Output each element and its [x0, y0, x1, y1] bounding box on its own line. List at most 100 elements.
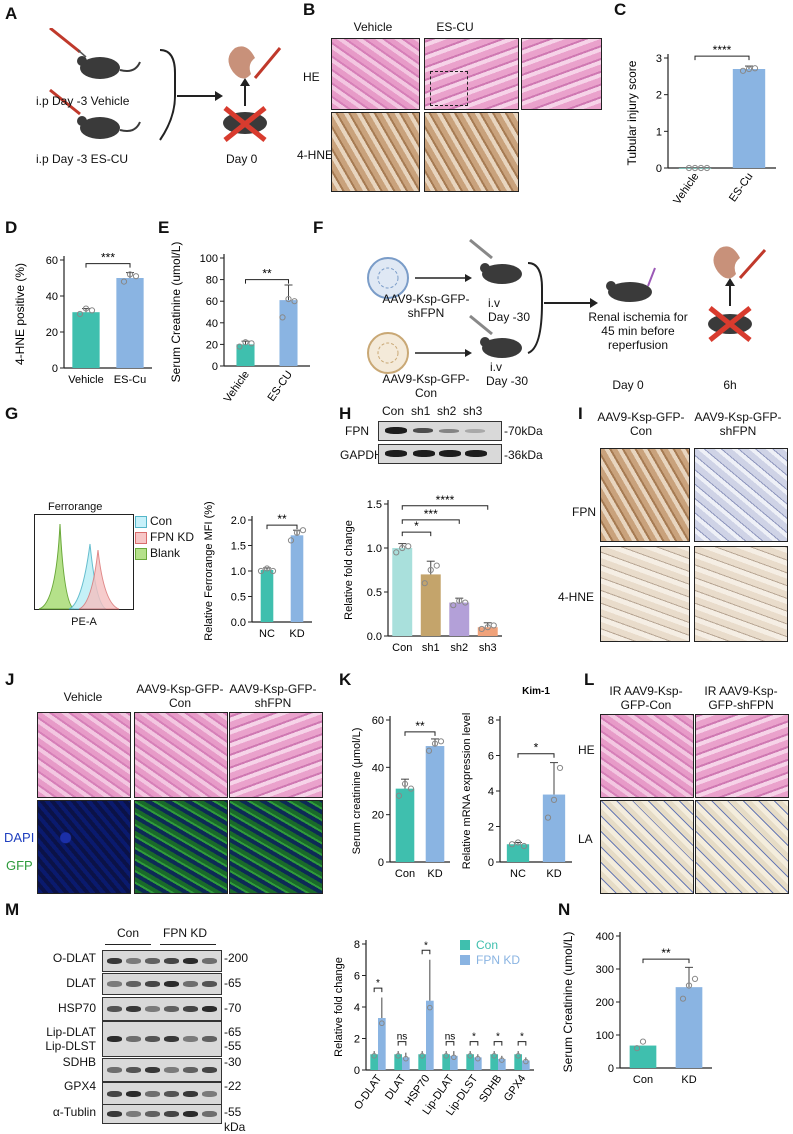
- data-point: [508, 841, 516, 848]
- y-tick-label: 8: [354, 939, 360, 951]
- significance-bracket: [517, 753, 555, 758]
- panel-h-row-fpn: FPN: [345, 424, 369, 438]
- blot-strip: [102, 973, 222, 995]
- y-tick-label: 3: [656, 53, 662, 65]
- panel-b-col-escu: ES-CU: [436, 20, 474, 34]
- bar: [116, 278, 144, 368]
- legend-label: FPN KD: [476, 953, 520, 967]
- panel-label-h: H: [339, 404, 352, 423]
- syringe-icon: [49, 88, 81, 116]
- data-point: [88, 307, 96, 314]
- bar: [279, 300, 298, 366]
- panel-b-col-vehicle: Vehicle: [353, 20, 393, 34]
- panel-h-lane-con: Con: [382, 404, 405, 418]
- y-tick-label: 0: [52, 363, 58, 375]
- data-point: [395, 1053, 401, 1059]
- data-point: [467, 1053, 473, 1059]
- panel-n-chart: 0 100 200 300 400 Serum Creatinine (umol/L) Co…: [561, 931, 712, 1086]
- data-point: [745, 65, 753, 73]
- data-point: [126, 271, 134, 278]
- l-la-con: [600, 800, 694, 894]
- data-point: [427, 566, 434, 574]
- bar-con: [370, 1054, 378, 1070]
- bar: [236, 344, 255, 366]
- j-he-vehicle: [37, 712, 131, 798]
- blot-label: Lip-DLST: [45, 1039, 96, 1053]
- bar-con: [514, 1054, 522, 1070]
- x-tick-label: KD: [427, 868, 442, 880]
- panel-label-b: B: [303, 0, 316, 19]
- significance-label: **: [661, 946, 671, 960]
- blot-strip: [102, 997, 222, 1021]
- y-tick-label: 1: [656, 126, 662, 138]
- panel-l-col-con: IR AAV9-Ksp-GFP-Con: [609, 684, 683, 712]
- data-point: [691, 164, 699, 172]
- panel-label-e: E: [158, 218, 170, 237]
- panel-f-6h: 6h: [723, 378, 737, 392]
- y-axis-label: Relative fold change: [333, 957, 345, 1057]
- significance-label: *: [424, 940, 428, 951]
- panel-j-gfp: GFP: [6, 858, 33, 873]
- panel-label-a: A: [5, 4, 18, 23]
- y-tick-label: 0: [656, 163, 662, 175]
- kidney-icon: [713, 246, 740, 279]
- panel-h-size-fpn: -70kDa: [504, 424, 543, 438]
- y-tick-label: 0: [488, 857, 494, 869]
- syringe-icon: [253, 47, 282, 79]
- he-image-escu: [424, 38, 519, 110]
- y-tick-label: 1.5: [367, 499, 382, 511]
- data-point: [263, 565, 271, 572]
- panel-c-chart: 0 1 2 3 Tubular injury score Vehicle ES-Cu ****: [625, 43, 776, 207]
- x-tick-label: KD: [546, 868, 561, 880]
- significance-label: *: [534, 741, 539, 755]
- panel-label-g: G: [5, 404, 19, 423]
- y-tick-label: 80: [206, 275, 218, 287]
- bar: [449, 602, 470, 636]
- data-point: [279, 314, 286, 321]
- bar: [629, 1045, 657, 1068]
- bar-fpnkd: [450, 1055, 458, 1070]
- data-point: [427, 1004, 433, 1011]
- significance-bracket: [421, 949, 431, 955]
- panel-g-legend-blank: Blank: [150, 546, 181, 560]
- data-point: [679, 995, 687, 1002]
- panel-f-vector-shfpn: AAV9-Ksp-GFP-shFPN: [382, 292, 470, 320]
- y-tick-label: 0: [354, 1065, 360, 1077]
- panel-h-size-gapdh: -36kDa: [504, 448, 543, 462]
- histogram-blank: [38, 523, 75, 610]
- data-point: [407, 785, 415, 792]
- y-tick-label: 2: [354, 1034, 360, 1046]
- data-point: [499, 1057, 505, 1063]
- y-tick-label: 2.0: [231, 515, 246, 527]
- data-point: [76, 310, 84, 318]
- significance-bracket: [373, 987, 383, 993]
- bar: [678, 168, 712, 169]
- y-tick-label: 0.0: [231, 617, 246, 629]
- data-point: [520, 842, 528, 850]
- panel-label-f: F: [313, 218, 324, 237]
- panel-m-group-con: Con: [116, 926, 140, 940]
- panel-h-lane-sh2: sh2: [437, 404, 457, 418]
- panel-b-row-he: HE: [303, 70, 320, 84]
- y-axis-label: 4-HNE positive (%): [13, 263, 27, 365]
- panel-label-k: K: [339, 670, 352, 689]
- y-tick-label: 0: [212, 361, 218, 373]
- panel-f-day0: Day 0: [612, 378, 644, 392]
- panel-f-day2: Day -30: [486, 374, 529, 388]
- legend-swatch: [460, 940, 470, 950]
- x-tick-label: KD: [681, 1074, 696, 1086]
- panel-g-flow-xlabel: PE-A: [71, 616, 97, 628]
- data-point: [475, 1055, 481, 1062]
- significance-label: ***: [424, 507, 438, 521]
- panel-label-j: J: [5, 670, 15, 689]
- chart-title: Kim-1: [522, 686, 550, 697]
- bar: [675, 987, 703, 1068]
- blot-gapdh: [378, 444, 502, 464]
- data-point: [490, 622, 497, 629]
- blot-size: -22: [224, 1079, 242, 1093]
- significance-label: *: [376, 978, 380, 989]
- blot-label: O-DLAT: [52, 951, 96, 965]
- blot-fpn: [378, 421, 502, 441]
- kidney-icon: [228, 46, 255, 79]
